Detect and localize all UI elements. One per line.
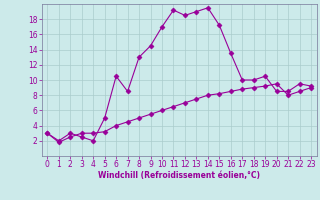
X-axis label: Windchill (Refroidissement éolien,°C): Windchill (Refroidissement éolien,°C) bbox=[98, 171, 260, 180]
